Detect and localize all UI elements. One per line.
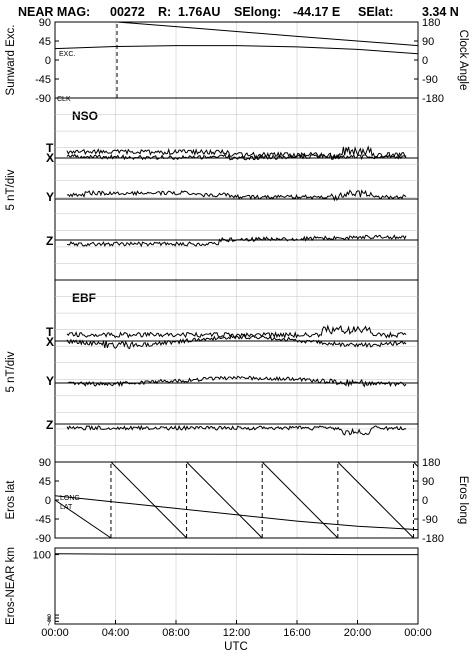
y-tick-label: -45 bbox=[35, 74, 51, 86]
sunward-yticks: 90 45 0 -45 -90 bbox=[35, 17, 59, 105]
x-tick-label: 00:00 bbox=[41, 627, 69, 639]
y-tick-label: 90 bbox=[39, 17, 51, 29]
eros-latlong-series bbox=[54, 461, 419, 539]
sunward-ylabel: Sunward Exc. bbox=[5, 25, 17, 96]
component-trace bbox=[66, 189, 407, 202]
ebf-traces: TX Y Z bbox=[46, 324, 418, 436]
sunward-panel: Sunward Exc. Clock Angle 90 45 0 -45 -90 180… bbox=[5, 17, 469, 105]
exc-annotation: EXC. bbox=[59, 51, 75, 58]
y-tick-label: 0 bbox=[422, 55, 428, 67]
x-axis-ticks: 00:00 04:00 08:00 12:00 16:00 20:00 00:00 bbox=[41, 620, 432, 639]
y-tick-label: -90 bbox=[422, 514, 438, 526]
component-label: X bbox=[46, 335, 54, 349]
component-trace bbox=[66, 324, 407, 340]
eros-long-segment bbox=[54, 499, 112, 539]
title-selong-label: SElong: bbox=[234, 5, 281, 19]
title-selong-value: -44.17 E bbox=[293, 5, 340, 19]
component-trace bbox=[66, 145, 407, 160]
nso-ylabel: 5 nT/div bbox=[5, 169, 17, 210]
component-label: T bbox=[46, 141, 54, 155]
eros-lat-yticks: 90 45 0 -45 -90 bbox=[35, 457, 59, 545]
y-tick-label: 7 bbox=[47, 620, 51, 627]
time-gridlines bbox=[115, 22, 358, 624]
clock-angle-line bbox=[116, 21, 419, 47]
title-r-label: R: bbox=[158, 5, 171, 19]
long-annotation: LONG bbox=[60, 495, 80, 502]
x-tick-label: 16:00 bbox=[283, 627, 311, 639]
y-tick-label: 0 bbox=[45, 495, 51, 507]
title-r-value: 1.76AU bbox=[178, 5, 220, 19]
clock-ylabel: Clock Angle bbox=[457, 30, 469, 91]
y-tick-label: 0 bbox=[45, 55, 51, 67]
x-tick-label: 20:00 bbox=[344, 627, 372, 639]
eros-distance-series bbox=[54, 553, 418, 556]
x-tick-label: 00:00 bbox=[404, 627, 432, 639]
title-selat-label: SElat: bbox=[358, 5, 393, 19]
y-tick-label: 180 bbox=[422, 17, 440, 29]
eros-long-segment bbox=[413, 461, 419, 467]
eros-long-yticks: 180 90 0 -90 -180 bbox=[414, 457, 444, 545]
y-tick-label: -45 bbox=[35, 514, 51, 526]
x-tick-label: 08:00 bbox=[162, 627, 190, 639]
y-tick-label: -90 bbox=[35, 93, 51, 105]
title-selat-value: 3.34 N bbox=[422, 5, 459, 19]
y-tick-label: 0 bbox=[422, 495, 428, 507]
component-trace bbox=[66, 375, 407, 388]
component-label: T bbox=[46, 325, 54, 339]
eros-latlong-panel: Eros lat Eros long 90 45 0 -45 -90 180 90 0 -90… bbox=[5, 457, 469, 545]
clock-yticks: 180 90 0 -90 -180 bbox=[414, 17, 444, 105]
ebf-panel: EBF 5 nT/div TX Y Z bbox=[5, 291, 418, 446]
eros-lat-line bbox=[54, 495, 419, 531]
component-label: Y bbox=[46, 374, 54, 388]
y-tick-label: 90 bbox=[39, 457, 51, 469]
y-tick-label: 180 bbox=[422, 457, 440, 469]
clk-annotation: CLK bbox=[57, 96, 71, 103]
eros-distance-ylabel: Eros-NEAR km bbox=[5, 547, 17, 625]
eros-long-segment bbox=[186, 461, 263, 539]
sunward-series bbox=[54, 21, 419, 99]
ebf-label: EBF bbox=[72, 291, 96, 305]
component-trace bbox=[66, 334, 407, 350]
nso-traces: TX Y Z bbox=[46, 141, 418, 248]
eros-long-segment bbox=[110, 461, 187, 539]
eros-distance-yticks: 100 987 bbox=[33, 550, 59, 627]
eros-long-segment bbox=[337, 461, 414, 539]
y-tick-label: -180 bbox=[422, 533, 444, 545]
eros-distance-line bbox=[54, 553, 418, 556]
y-tick-label: -90 bbox=[35, 533, 51, 545]
component-trace bbox=[66, 234, 407, 248]
component-trace bbox=[66, 153, 407, 161]
x-tick-label: 04:00 bbox=[102, 627, 130, 639]
y-tick-label: 45 bbox=[39, 476, 51, 488]
eros-lat-ylabel: Eros lat bbox=[5, 480, 17, 520]
eros-long-ylabel: Eros long bbox=[457, 476, 469, 525]
component-label: Z bbox=[46, 234, 53, 248]
component-label: Z bbox=[46, 418, 53, 432]
title-day: 00272 bbox=[110, 5, 145, 19]
lat-annotation: LAT bbox=[60, 504, 73, 511]
title-mission: NEAR MAG: bbox=[18, 5, 90, 19]
y-tick-label: 90 bbox=[422, 36, 434, 48]
x-axis-label: UTC bbox=[224, 641, 248, 653]
eros-long-segment bbox=[261, 461, 339, 539]
y-tick-label: 90 bbox=[422, 476, 434, 488]
x-tick-label: 12:00 bbox=[223, 627, 251, 639]
component-label: X bbox=[46, 151, 54, 165]
nso-label: NSO bbox=[72, 109, 98, 123]
nso-panel: NSO 5 nT/div TX Y Z bbox=[5, 109, 418, 264]
y-tick-label: 9 bbox=[47, 614, 51, 621]
y-tick-label: 100 bbox=[33, 550, 51, 562]
figure-title: NEAR MAG: 00272 R: 1.76AU SElong: -44.17… bbox=[18, 5, 459, 19]
ebf-ylabel: 5 nT/div bbox=[5, 351, 17, 392]
component-trace bbox=[66, 424, 407, 436]
eros-distance-panel: Eros-NEAR km 100 987 bbox=[5, 547, 418, 627]
y-tick-label: 45 bbox=[39, 36, 51, 48]
y-tick-label: 8 bbox=[47, 617, 51, 624]
component-label: Y bbox=[46, 190, 54, 204]
y-tick-label: -180 bbox=[422, 93, 444, 105]
y-tick-label: -90 bbox=[422, 74, 438, 86]
exc-line bbox=[54, 45, 419, 55]
